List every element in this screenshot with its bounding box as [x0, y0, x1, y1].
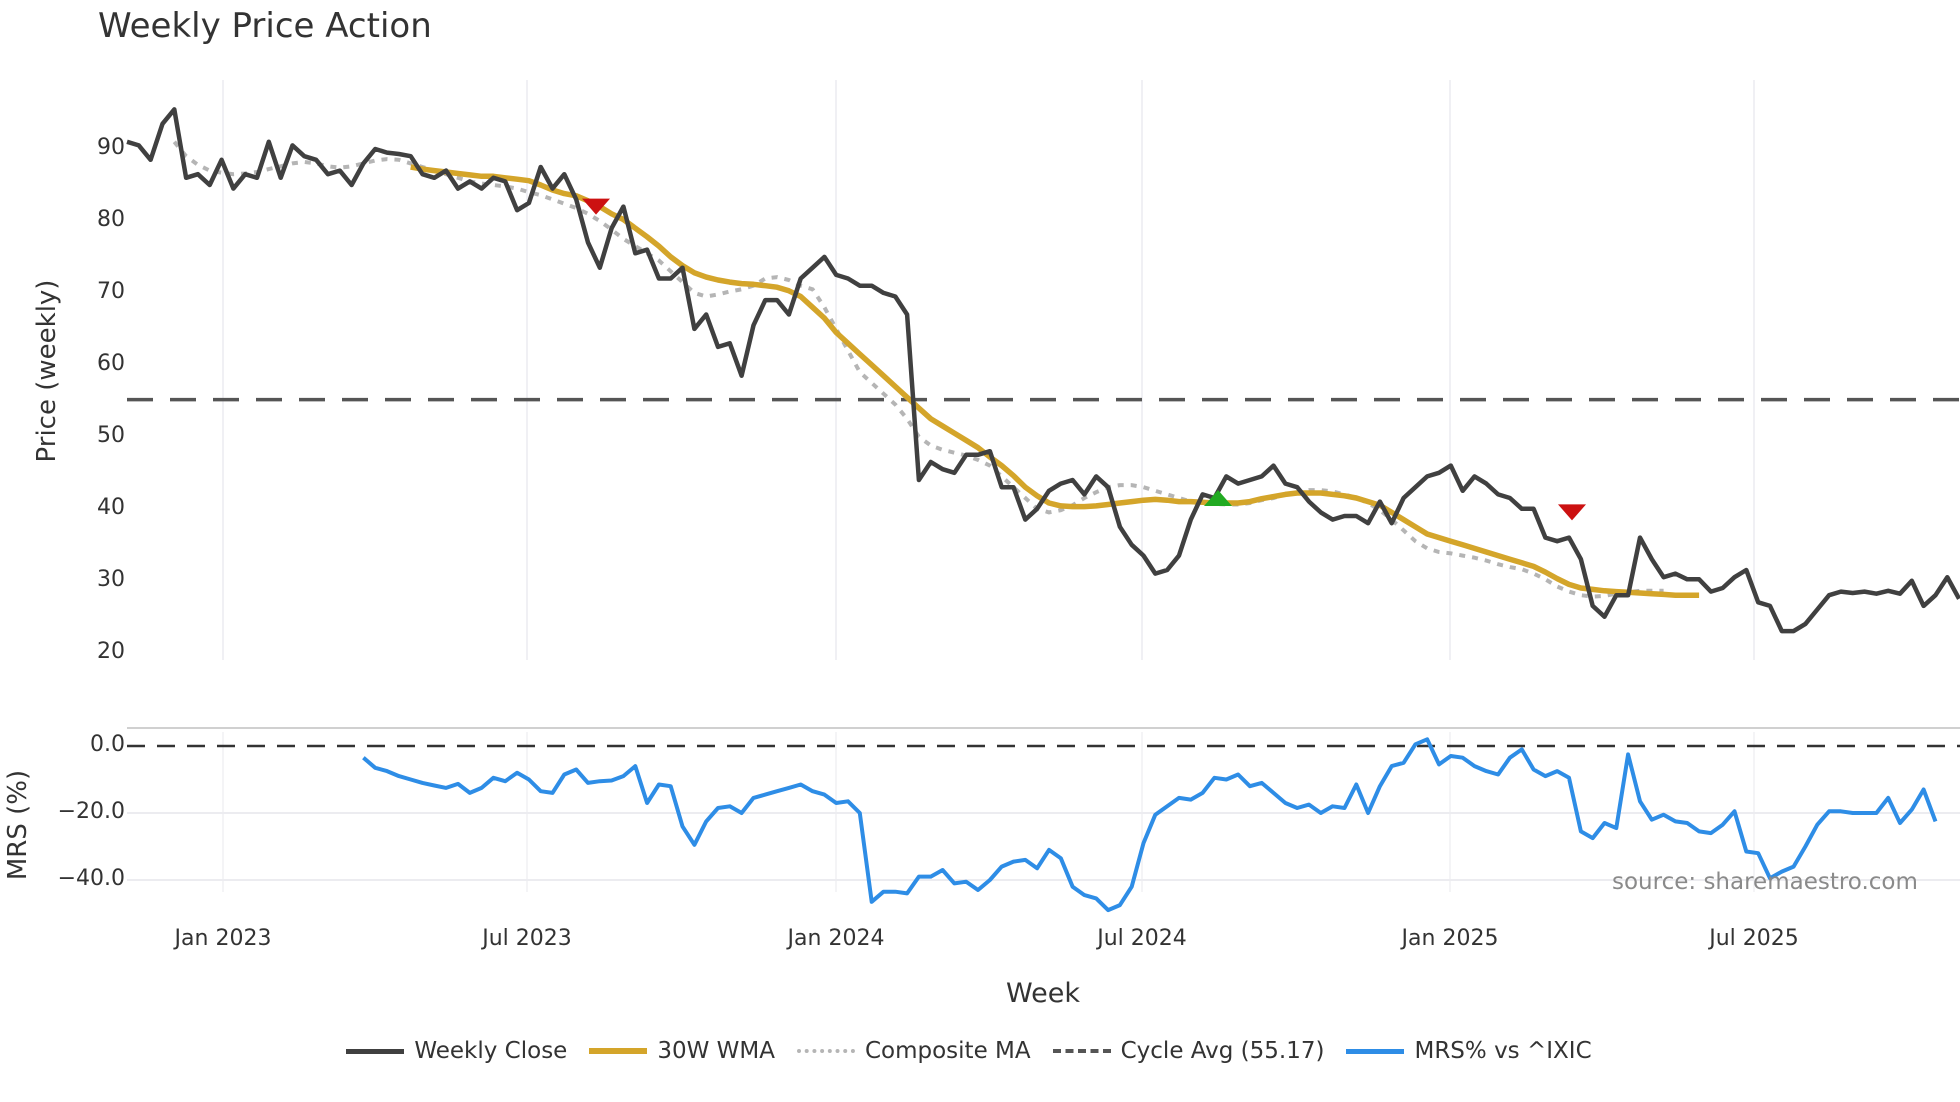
legend-item-cycle-avg[interactable]: Cycle Avg (55.17)	[1052, 1038, 1325, 1064]
chart-title: Weekly Price Action	[98, 6, 432, 46]
price-y-tick: 70	[97, 279, 125, 304]
legend-label: Composite MA	[864, 1038, 1031, 1064]
price-y-tick: 40	[97, 495, 125, 520]
x-tick: Jan 2025	[1401, 926, 1499, 951]
mrs-y-tick: −20.0	[57, 799, 125, 824]
x-axis-label: Week	[1006, 978, 1080, 1009]
mrs-y-axis-label: MRS (%)	[3, 769, 33, 881]
price-y-tick: 90	[97, 135, 125, 160]
price-y-tick: 30	[97, 567, 125, 592]
legend: Weekly Close 30W WMA Composite MA Cycle …	[0, 1038, 1960, 1064]
legend-swatch-icon	[1346, 1048, 1405, 1054]
buy-signal-icon	[1204, 490, 1232, 507]
price-y-tick: 20	[97, 639, 125, 664]
mrs-line	[362, 737, 1938, 913]
legend-swatch-icon	[1052, 1049, 1111, 1053]
legend-item-30w-wma[interactable]: 30W WMA	[589, 1038, 775, 1064]
legend-label: Weekly Close	[414, 1038, 568, 1064]
price-y-tick: 60	[97, 351, 125, 376]
legend-swatch-icon	[589, 1048, 648, 1054]
x-tick: Jul 2025	[1709, 926, 1799, 951]
source-annotation: source: sharemaestro.com	[1612, 869, 1918, 895]
legend-label: MRS% vs ^IXIC	[1414, 1038, 1592, 1064]
sell-signal-icon	[582, 198, 610, 215]
legend-label: Cycle Avg (55.17)	[1120, 1038, 1325, 1064]
legend-item-weekly-close[interactable]: Weekly Close	[346, 1038, 567, 1064]
mrs-y-tick: 0.0	[90, 732, 125, 757]
x-tick: Jul 2023	[482, 926, 572, 951]
x-tick: Jan 2023	[174, 926, 272, 951]
legend-swatch-icon	[346, 1048, 405, 1054]
x-tick: Jan 2024	[787, 926, 885, 951]
legend-swatch-icon	[796, 1049, 855, 1053]
legend-item-mrs[interactable]: MRS% vs ^IXIC	[1346, 1038, 1592, 1064]
composite-ma-line	[172, 140, 1664, 599]
wma-line	[410, 164, 1700, 598]
x-tick: Jul 2024	[1097, 926, 1187, 951]
sell-signal-icon	[1558, 504, 1586, 521]
weekly-close-line	[126, 107, 1960, 634]
legend-item-composite-ma[interactable]: Composite MA	[796, 1038, 1031, 1064]
legend-label: 30W WMA	[657, 1038, 775, 1064]
price-y-tick: 80	[97, 207, 125, 232]
price-y-tick: 50	[97, 423, 125, 448]
mrs-y-tick: −40.0	[57, 866, 125, 891]
